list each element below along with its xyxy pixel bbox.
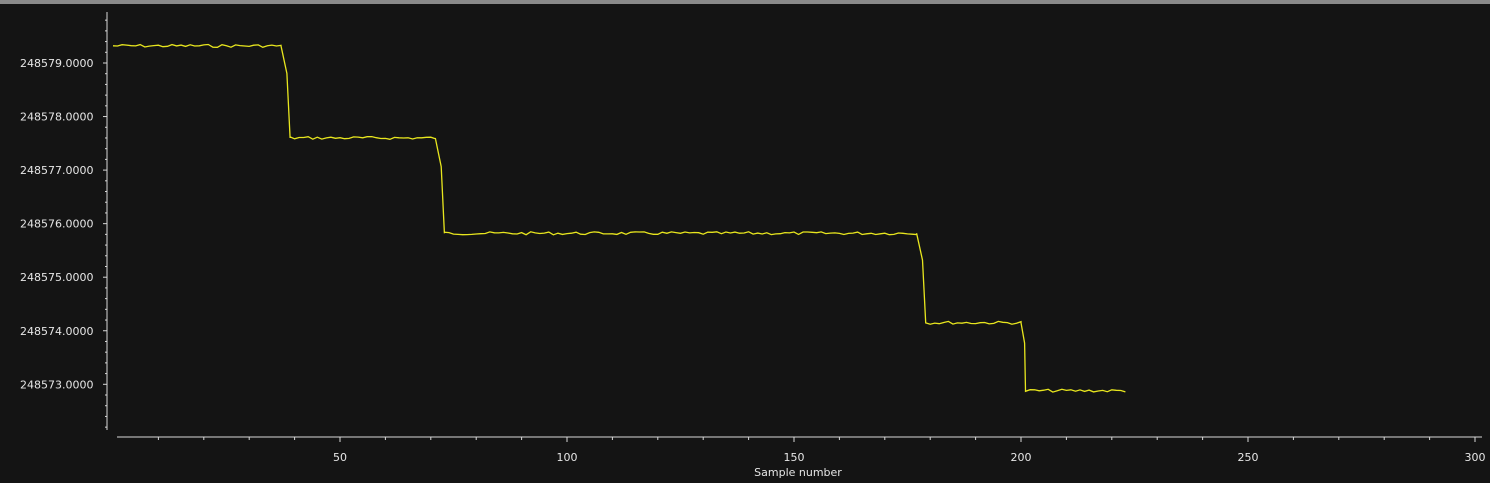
- line-chart: 248573.0000 248574.0000 248575.0000 248576.…: [20, 12, 1486, 479]
- x-axis-label: Sample number: [754, 466, 842, 478]
- y-tick-label: 248573.0000: [20, 378, 93, 391]
- x-tick-label: 150: [784, 451, 805, 464]
- y-tick-label: 248574.0000: [20, 325, 93, 338]
- x-tick-label: 50: [333, 451, 347, 464]
- plot-area: 248573.0000 248574.0000 248575.0000 248576.…: [0, 4, 1490, 479]
- x-tick-label: 300: [1465, 451, 1486, 464]
- x-tick-label: 100: [557, 451, 578, 464]
- y-tick-label: 248579.0000: [20, 57, 93, 70]
- series-line: [112, 43, 1126, 393]
- x-tick-label: 200: [1011, 451, 1032, 464]
- y-tick-label: 248577.0000: [20, 164, 93, 177]
- window-top-border: [0, 0, 1490, 4]
- y-tick-label: 248576.0000: [20, 218, 93, 231]
- y-tick-label: 248578.0000: [20, 111, 93, 124]
- y-tick-label: 248575.0000: [20, 271, 93, 284]
- x-tick-label: 250: [1238, 451, 1259, 464]
